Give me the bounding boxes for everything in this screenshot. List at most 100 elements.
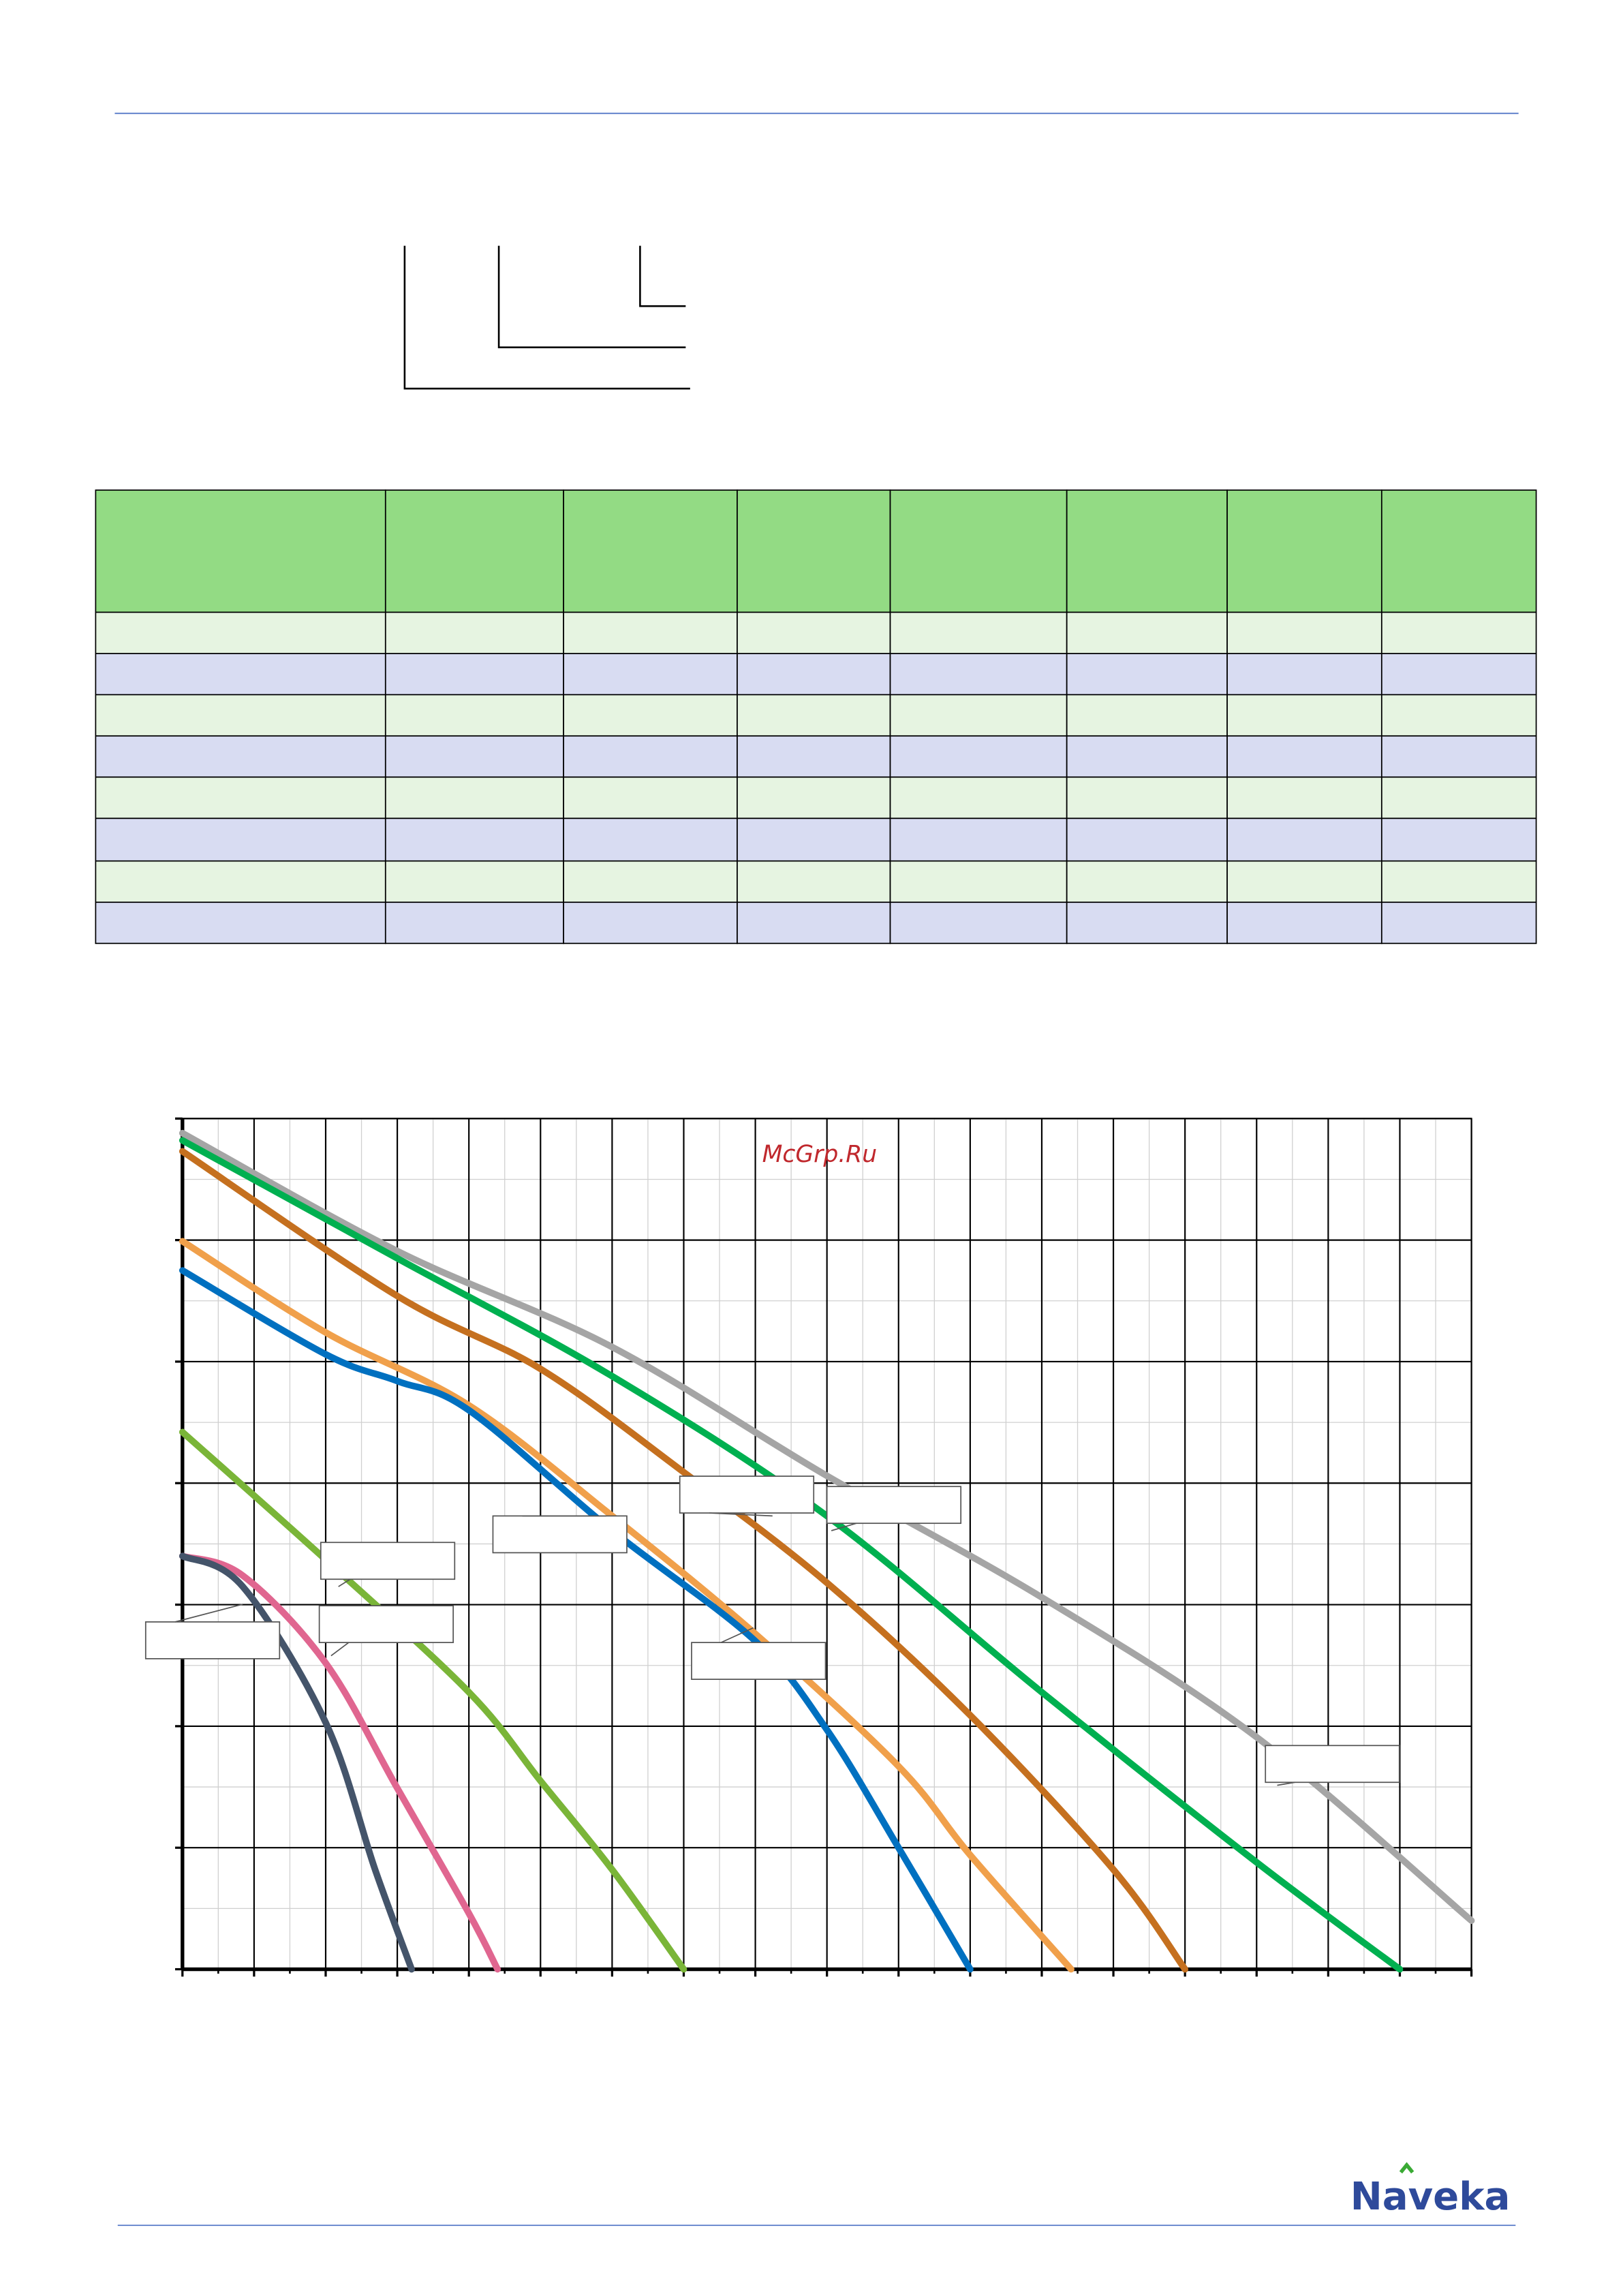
table-cell [384,817,564,862]
table-cell [1066,901,1228,945]
table-cell [1380,611,1537,654]
table-cell [563,611,738,654]
table-cell [95,776,386,819]
table-cell [1226,776,1382,819]
callout-pointer [831,1522,857,1531]
table-cell [563,817,738,862]
header-cell [737,489,891,613]
table-cell [384,735,564,778]
table-cell [1066,776,1228,819]
table-cell [889,735,1068,778]
callout-box [1265,1745,1400,1784]
table-cell [1066,735,1228,778]
callout-pointer [338,1578,351,1587]
table-cell [1066,653,1228,696]
table-cell [1226,611,1382,654]
callout-box [826,1486,962,1525]
table-cell [95,735,386,778]
chart [144,1117,1475,1977]
table-cell [1066,694,1228,737]
table-cell [1380,776,1537,819]
table-cell [737,653,891,696]
callout-box [318,1605,454,1643]
header-cell [1066,489,1228,613]
table-cell [95,817,386,862]
table-cell [737,611,891,654]
table-cell [1226,735,1382,778]
table-cell [889,860,1068,903]
table-cell [889,817,1068,862]
table-cell [737,817,891,862]
table-cell [384,694,564,737]
table-cell [1226,817,1382,862]
callout-box [679,1475,815,1514]
bracket-diagram [403,245,690,390]
table-cell [889,776,1068,819]
table-cell [384,611,564,654]
table-cell [563,653,738,696]
series-line [179,1552,415,1973]
table-cell [384,860,564,903]
watermark: McGrp.Ru [762,1141,878,1168]
table-cell [563,860,738,903]
table-cell [1066,611,1228,654]
table-cell [1226,901,1382,945]
callout-box [320,1542,456,1580]
series-line [179,1129,1475,1925]
table-cell [95,611,386,654]
table-cell [95,653,386,696]
table-cell [1226,860,1382,903]
table-cell [889,653,1068,696]
header-cell [95,489,386,613]
header-cell [563,489,738,613]
table-cell [95,860,386,903]
series-line [179,1552,501,1973]
table-cell [1066,860,1228,903]
table-cell [1226,694,1382,737]
callout-box [492,1515,628,1554]
logo-accent [1399,2162,1415,2174]
callout-box [144,1621,281,1659]
table-cell [563,694,738,737]
callout-pointer [330,1642,350,1657]
table-cell [563,735,738,778]
table-cell [737,735,891,778]
table-cell [95,901,386,945]
table-cell [1380,694,1537,737]
callout-pointer [709,1512,773,1517]
table-cell [889,901,1068,945]
header-cell [1226,489,1382,613]
table-cell [737,860,891,903]
table-cell [1066,817,1228,862]
series-line [179,1428,687,1973]
table-cell [384,653,564,696]
callout-pointer [720,1627,754,1643]
header-cell [1380,489,1537,613]
table-cell [563,776,738,819]
table-cell [1380,860,1537,903]
table-cell [737,776,891,819]
table-cell [563,901,738,945]
table [95,489,1537,945]
table-cell [384,901,564,945]
table-cell [384,776,564,819]
logo: Naveka [1350,2175,1511,2219]
header-cell [889,489,1068,613]
header-cell [384,489,564,613]
table-cell [737,901,891,945]
table-cell [95,694,386,737]
table-cell [737,694,891,737]
table-cell [1380,653,1537,696]
series-line [179,1238,1075,1973]
table-cell [889,611,1068,654]
callout-pointer [1277,1781,1295,1786]
callout-pointer [174,1604,243,1623]
table-cell [1380,817,1537,862]
table-cell [889,694,1068,737]
table-cell [1226,653,1382,696]
callout-box [691,1642,826,1680]
table-cell [1380,735,1537,778]
table-cell [1380,901,1537,945]
